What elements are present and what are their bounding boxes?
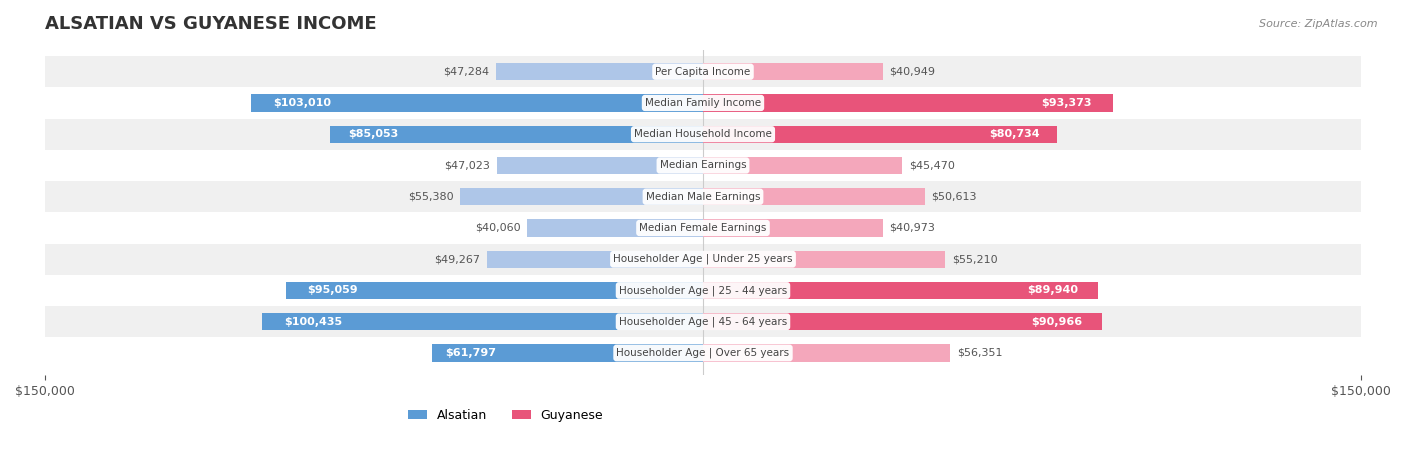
Text: $90,966: $90,966	[1031, 317, 1083, 327]
Bar	[45, 306, 1361, 337]
Text: $47,284: $47,284	[443, 67, 489, 77]
Bar	[703, 63, 883, 80]
Bar	[45, 150, 1361, 181]
Bar	[432, 344, 703, 361]
Bar	[703, 126, 1057, 143]
Text: $40,060: $40,060	[475, 223, 520, 233]
Bar	[45, 119, 1361, 150]
Text: Source: ZipAtlas.com: Source: ZipAtlas.com	[1260, 19, 1378, 28]
Text: Per Capita Income: Per Capita Income	[655, 67, 751, 77]
Text: Householder Age | 25 - 44 years: Householder Age | 25 - 44 years	[619, 285, 787, 296]
Legend: Alsatian, Guyanese: Alsatian, Guyanese	[404, 404, 609, 427]
Text: $100,435: $100,435	[284, 317, 343, 327]
Bar	[703, 344, 950, 361]
Text: $40,973: $40,973	[890, 223, 935, 233]
Text: Householder Age | Under 25 years: Householder Age | Under 25 years	[613, 254, 793, 264]
Text: ALSATIAN VS GUYANESE INCOME: ALSATIAN VS GUYANESE INCOME	[45, 15, 377, 33]
Text: $45,470: $45,470	[910, 161, 955, 170]
Text: Median Household Income: Median Household Income	[634, 129, 772, 139]
Text: $55,380: $55,380	[408, 192, 454, 202]
Bar	[703, 219, 883, 237]
Text: $50,613: $50,613	[932, 192, 977, 202]
Bar	[486, 251, 703, 268]
Text: $89,940: $89,940	[1026, 285, 1078, 296]
Text: $47,023: $47,023	[444, 161, 491, 170]
Text: $95,059: $95,059	[307, 285, 357, 296]
Bar	[703, 251, 945, 268]
Text: $61,797: $61,797	[446, 348, 496, 358]
Bar	[252, 94, 703, 112]
Bar	[285, 282, 703, 299]
Bar	[495, 63, 703, 80]
Text: $56,351: $56,351	[957, 348, 1002, 358]
Bar	[330, 126, 703, 143]
Bar	[45, 181, 1361, 212]
Text: Median Earnings: Median Earnings	[659, 161, 747, 170]
Text: $103,010: $103,010	[274, 98, 332, 108]
Bar	[703, 188, 925, 205]
Bar	[45, 212, 1361, 244]
Text: $40,949: $40,949	[889, 67, 935, 77]
Text: $85,053: $85,053	[349, 129, 399, 139]
Bar	[703, 313, 1102, 330]
Bar	[703, 94, 1112, 112]
Bar	[496, 157, 703, 174]
Text: $55,210: $55,210	[952, 254, 997, 264]
Bar	[703, 282, 1098, 299]
Bar	[45, 87, 1361, 119]
Bar	[263, 313, 703, 330]
Bar	[45, 56, 1361, 87]
Text: $80,734: $80,734	[988, 129, 1039, 139]
Bar	[527, 219, 703, 237]
Text: Householder Age | Over 65 years: Householder Age | Over 65 years	[616, 348, 790, 358]
Bar	[45, 337, 1361, 368]
Bar	[703, 157, 903, 174]
Text: Median Family Income: Median Family Income	[645, 98, 761, 108]
Text: $93,373: $93,373	[1042, 98, 1092, 108]
Bar	[460, 188, 703, 205]
Text: Householder Age | 45 - 64 years: Householder Age | 45 - 64 years	[619, 317, 787, 327]
Bar	[45, 244, 1361, 275]
Text: $49,267: $49,267	[434, 254, 481, 264]
Text: Median Male Earnings: Median Male Earnings	[645, 192, 761, 202]
Text: Median Female Earnings: Median Female Earnings	[640, 223, 766, 233]
Bar	[45, 275, 1361, 306]
